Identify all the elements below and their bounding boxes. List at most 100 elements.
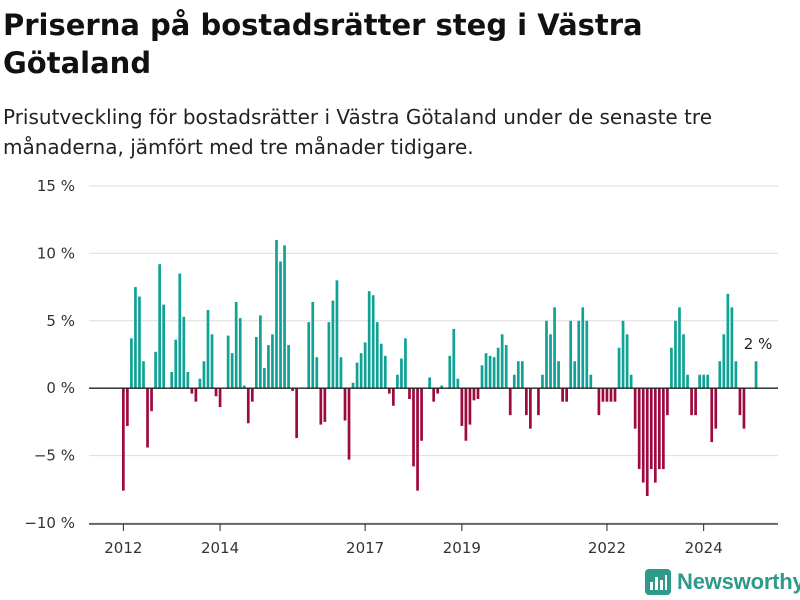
bar [597,388,601,416]
bar [714,388,718,429]
bar [242,385,246,389]
bar [520,361,524,389]
bar [271,334,274,389]
bar [545,320,548,389]
bar [214,388,218,397]
bar [379,343,383,389]
bar [319,388,323,425]
bar [263,367,266,389]
bar [134,287,137,389]
bar [625,334,629,389]
bar [230,353,234,389]
bar [690,388,693,416]
bar [375,322,379,389]
bar [198,378,202,389]
bar [565,388,568,402]
bar [468,388,472,425]
bar [291,388,294,391]
bar [557,361,560,389]
bar [754,361,758,389]
bar [182,316,186,389]
bar [234,301,238,389]
bar [637,388,641,470]
bar [504,345,508,389]
x-tick-label: 2022 [588,539,626,557]
bar [218,388,222,408]
bar [283,245,286,389]
x-tick-label: 2024 [685,539,723,557]
bar [238,318,242,389]
bar [589,374,593,389]
bar [202,361,206,389]
bar [561,388,564,402]
bar [335,280,339,389]
bar [347,388,351,460]
y-tick-label: 5 % [46,312,75,330]
bar [122,388,125,491]
bar [722,334,726,389]
bar [307,322,311,389]
bar [629,374,633,389]
bar [633,388,637,429]
bar [174,339,178,389]
bar [609,388,613,402]
bar [323,388,327,422]
x-tick-label: 2019 [443,539,481,557]
y-tick-label: 0 % [46,379,75,397]
bar [396,374,399,389]
bar [359,353,363,389]
bar [279,261,282,389]
bar [138,296,141,389]
bar [146,388,149,448]
bar [476,388,480,399]
bar [666,388,669,416]
bar [367,291,371,389]
bar [573,361,577,389]
bar [645,388,649,497]
x-axis: 2012 2014 2017 2019 2022 2024 [89,523,778,557]
bar [726,293,730,389]
bar [653,388,657,483]
bar [315,357,319,389]
bar [275,239,278,389]
bar [126,388,129,426]
bar [383,355,387,389]
bar [436,388,440,394]
bar [142,361,145,389]
bar [460,388,464,426]
bar [206,310,210,389]
bar [488,355,492,389]
bar [387,388,391,394]
bar [670,347,673,389]
bar [190,388,194,394]
bar [130,338,133,389]
bar [682,334,685,389]
bar [259,315,262,389]
newsworthy-logo-icon [645,569,671,595]
y-axis-ticks: 15 % 10 % 5 % 0 % −5 % −10 % [24,177,75,532]
bar [327,322,331,389]
bar [428,377,431,389]
brand-name: Newsworthy [677,569,800,594]
bar [738,388,742,416]
bar [392,388,395,406]
y-tick-label: 15 % [37,177,75,195]
bar [492,357,496,389]
bar [730,307,734,389]
bar [706,374,710,389]
bar [178,273,182,389]
bar [601,388,605,402]
x-tick-label: 2012 [104,539,142,557]
bar-chart: 15 % 10 % 5 % 0 % −5 % −10 % 2012 2014 2017 2019… [24,177,778,557]
bar [158,264,161,389]
chart-title: Priserna på bostadsrätter steg i Västra … [3,8,643,80]
bar [698,374,701,389]
bar [408,388,411,399]
bar [452,328,456,389]
bar [480,365,484,389]
bar [400,358,403,389]
bar [420,388,423,441]
bar [678,307,681,389]
bar [605,388,609,402]
bar [295,388,298,439]
